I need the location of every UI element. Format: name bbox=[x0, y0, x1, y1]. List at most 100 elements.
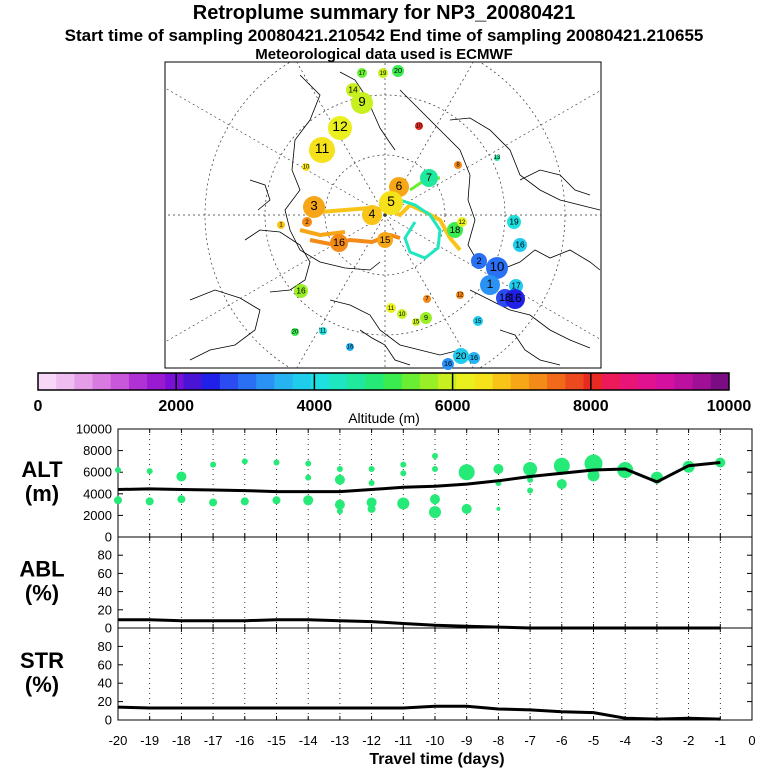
cluster-point bbox=[114, 496, 122, 505]
y-tick-label: 10000 bbox=[76, 422, 112, 437]
y-tick-label: 20 bbox=[98, 694, 112, 709]
plume-track bbox=[319, 202, 462, 252]
colorbar-swatch bbox=[183, 373, 203, 390]
plume-marker bbox=[277, 221, 285, 229]
plume-day-label: 19 bbox=[380, 71, 387, 77]
plume-marker bbox=[377, 232, 393, 248]
y-tick-label: 20 bbox=[98, 602, 112, 617]
y-axis-label: (m) bbox=[25, 481, 59, 506]
cluster-point bbox=[303, 495, 314, 506]
x-tick-label: -4 bbox=[619, 733, 631, 748]
time-series-panels: 0200040006000800010000ALT(m)020406080ABL… bbox=[19, 422, 755, 749]
plume-day-label: 7 bbox=[426, 172, 432, 184]
cluster-point bbox=[556, 479, 567, 490]
coastline bbox=[469, 289, 591, 349]
plume-day-label: 15 bbox=[475, 319, 482, 325]
cluster-point bbox=[115, 467, 121, 474]
x-tick-label: -7 bbox=[524, 733, 536, 748]
colorbar-swatch bbox=[401, 373, 421, 390]
plume-day-label: 15 bbox=[413, 319, 420, 325]
panel-str: 0 20 40 60 80 STR(%) bbox=[20, 627, 753, 728]
colorbar-swatch bbox=[619, 373, 639, 390]
y-tick-label: 0 bbox=[105, 530, 112, 545]
plume-day-label: 20 bbox=[292, 329, 299, 335]
cluster-point bbox=[367, 504, 376, 513]
x-tick-labels: -20 -19 -18 -17 -16 -15 -14 -13 -12 -11 -10 -9 -8 -7-… bbox=[109, 733, 756, 748]
plume-marker bbox=[302, 217, 312, 227]
plume-marker bbox=[486, 257, 508, 279]
plume-marker bbox=[291, 328, 299, 336]
x-tick-label: -11 bbox=[394, 733, 412, 748]
colorbar-swatch bbox=[456, 373, 475, 390]
plume-track bbox=[399, 198, 442, 260]
colorbar-swatch bbox=[292, 373, 312, 390]
plume-marker bbox=[309, 137, 335, 163]
plume-track bbox=[309, 232, 401, 247]
colorbar-swatch bbox=[219, 373, 239, 390]
colorbar-swatch bbox=[528, 373, 548, 390]
colorbar-swatch bbox=[510, 373, 530, 390]
plume-marker bbox=[379, 191, 403, 215]
coastline bbox=[329, 299, 461, 356]
cluster-point bbox=[273, 459, 280, 466]
plume-day-label: 18 bbox=[499, 292, 511, 304]
colorbar-swatch bbox=[74, 373, 94, 390]
plume-day-label: 17 bbox=[511, 280, 521, 290]
cluster-point bbox=[209, 498, 218, 507]
x-tick-label: -12 bbox=[362, 733, 381, 748]
plume-day-label: 7 bbox=[425, 296, 429, 302]
cluster-point bbox=[496, 506, 501, 511]
x-tick-label: -19 bbox=[140, 733, 159, 748]
meridian-line bbox=[384, 89, 601, 216]
plume-day-label: 19 bbox=[509, 216, 519, 226]
x-tick-label: -18 bbox=[172, 733, 191, 748]
colorbar-frame bbox=[37, 372, 730, 391]
plume-day-label: 18 bbox=[450, 225, 461, 236]
map-coastlines bbox=[189, 71, 601, 366]
colorbar-swatch bbox=[38, 373, 57, 390]
colorbar-swatch bbox=[365, 373, 384, 390]
plume-day-label: 9 bbox=[424, 313, 428, 322]
plume-marker bbox=[330, 234, 348, 252]
plume-day-label: 17 bbox=[359, 71, 366, 77]
colorbar-swatch bbox=[256, 373, 275, 390]
cluster-point bbox=[210, 461, 217, 468]
plume-day-label: 16 bbox=[333, 237, 345, 249]
plume-marker bbox=[442, 358, 454, 370]
coastline bbox=[249, 179, 271, 211]
cluster-point bbox=[461, 503, 472, 514]
plume-marker bbox=[357, 68, 367, 78]
colorbar-tick-label: 8000 bbox=[573, 398, 609, 415]
plume-marker bbox=[397, 309, 407, 319]
plume-marker bbox=[480, 275, 500, 295]
colorbar-swatch bbox=[492, 373, 512, 390]
plume-day-label: 16 bbox=[347, 344, 354, 350]
plume-day-label: 11 bbox=[388, 306, 395, 312]
colorbar-swatch bbox=[347, 373, 366, 390]
plume-marker bbox=[453, 348, 469, 364]
cluster-point bbox=[177, 495, 186, 504]
map-plume-track bbox=[277, 65, 527, 370]
plume-marker bbox=[457, 217, 467, 227]
cluster-point bbox=[429, 506, 441, 519]
y-axis-label: ABL bbox=[19, 557, 64, 582]
colorbar-swatch bbox=[110, 373, 130, 390]
sampling-times: Start time of sampling 20080421.210542 E… bbox=[64, 26, 704, 45]
coastline bbox=[244, 229, 311, 293]
altitude-colorbar bbox=[37, 372, 730, 391]
cluster-point bbox=[305, 474, 312, 481]
colorbar-swatch bbox=[238, 373, 257, 390]
plume-marker bbox=[351, 92, 373, 114]
plume-marker bbox=[415, 122, 423, 130]
x-tick-label: -2 bbox=[683, 733, 695, 748]
cluster-point bbox=[400, 470, 407, 477]
colorbar-swatch bbox=[583, 373, 603, 390]
colorbar-swatch bbox=[474, 373, 494, 390]
series-line bbox=[117, 461, 721, 494]
plume-marker bbox=[471, 253, 487, 269]
cluster-point bbox=[458, 464, 475, 481]
colorbar-swatch bbox=[201, 373, 221, 390]
plume-marker bbox=[513, 238, 527, 252]
plume-day-label: 4 bbox=[369, 207, 376, 221]
